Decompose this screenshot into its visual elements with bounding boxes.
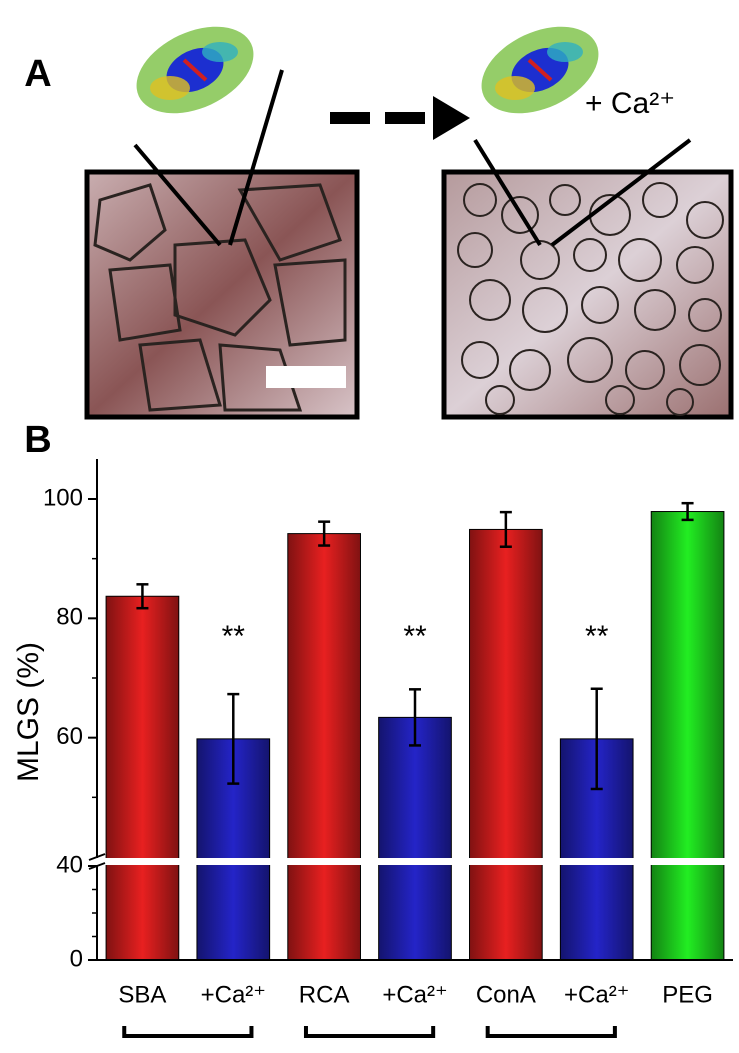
x-tick-label: +Ca²⁺ — [201, 981, 266, 1008]
bar — [287, 533, 361, 961]
x-tick-label: RCA — [299, 981, 350, 1008]
x-tick-label: SBA — [118, 981, 166, 1008]
protein-structure — [136, 26, 254, 114]
micrograph — [441, 169, 734, 420]
y-tick-label: 40 — [56, 851, 83, 878]
bar — [378, 716, 452, 961]
error-bar — [318, 520, 331, 547]
error-bar — [227, 692, 240, 785]
arrow — [330, 96, 470, 140]
error-bar — [590, 687, 603, 791]
x-tick-label: PEG — [662, 981, 713, 1008]
error-bar — [681, 501, 694, 522]
group-bracket — [303, 1026, 436, 1038]
significance-label: ** — [585, 620, 609, 653]
break-mark — [88, 853, 106, 861]
significance-label: ** — [222, 620, 246, 653]
protein-structure — [481, 26, 599, 114]
bar — [105, 595, 180, 961]
micrograph — [84, 169, 360, 420]
x-tick-label: ConA — [476, 981, 536, 1008]
scale-bar — [266, 366, 346, 388]
y-tick-label: 80 — [56, 604, 83, 631]
panel-label: B — [24, 419, 51, 461]
y-tick-label: 100 — [43, 484, 83, 511]
x-tick-label: +Ca²⁺ — [564, 981, 629, 1008]
axis-break — [85, 858, 733, 865]
group-bracket — [122, 1026, 254, 1038]
pointer-line — [133, 69, 692, 247]
bar — [650, 511, 725, 961]
panel-label: A — [24, 53, 51, 95]
y-tick-label: 0 — [70, 945, 83, 972]
error-bar — [136, 583, 149, 610]
treatment-label: + Ca²⁺ — [585, 87, 675, 120]
x-tick-label: +Ca²⁺ — [382, 981, 447, 1008]
error-bar — [409, 688, 421, 747]
break-mark — [88, 862, 106, 870]
bar — [469, 528, 543, 961]
significance-label: ** — [403, 620, 427, 653]
group-bracket — [485, 1026, 617, 1038]
y-axis-label: MLGS (%) — [12, 642, 45, 782]
y-tick-label: 60 — [56, 723, 83, 750]
error-bar — [499, 510, 512, 548]
